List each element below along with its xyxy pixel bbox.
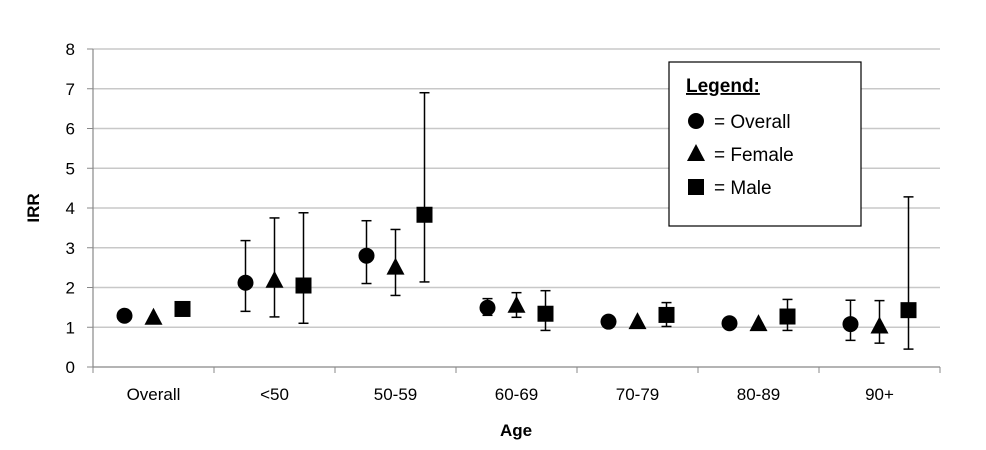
data-point-triangle bbox=[144, 307, 163, 325]
data-point-triangle bbox=[749, 314, 768, 332]
data-point-square bbox=[537, 305, 554, 322]
x-tick-label: 90+ bbox=[865, 385, 894, 404]
x-tick-label: <50 bbox=[260, 385, 289, 404]
data-point-triangle bbox=[628, 312, 647, 330]
data-point-circle bbox=[116, 307, 133, 324]
y-tick-label: 4 bbox=[66, 199, 75, 218]
data-point-circle bbox=[358, 247, 375, 264]
y-axis-title: IRR bbox=[24, 193, 43, 222]
legend-title: Legend: bbox=[686, 76, 760, 97]
data-point-circle bbox=[842, 316, 859, 333]
legend: Legend: = Overall = Female = Male bbox=[668, 61, 862, 227]
legend-label-triangle: = Female bbox=[714, 145, 794, 166]
legend-label-square: = Male bbox=[714, 178, 772, 199]
data-markers bbox=[116, 206, 917, 334]
data-point-triangle bbox=[507, 295, 526, 313]
legend-box bbox=[668, 61, 862, 227]
data-point-triangle bbox=[265, 270, 284, 288]
data-point-circle bbox=[600, 313, 617, 330]
data-point-circle bbox=[479, 299, 496, 316]
x-tick-labels: Overall <50 50-59 60-69 70-79 80-89 90+ bbox=[127, 385, 894, 404]
data-point-triangle bbox=[386, 257, 405, 275]
y-tick-label: 5 bbox=[66, 159, 75, 178]
y-tick-label: 6 bbox=[66, 120, 75, 139]
x-tick-label: 60-69 bbox=[495, 385, 538, 404]
y-tick-label: 7 bbox=[66, 80, 75, 99]
y-tick-label: 2 bbox=[66, 279, 75, 298]
gridlines bbox=[93, 48, 940, 328]
data-point-circle bbox=[721, 315, 738, 332]
legend-marker-triangle bbox=[687, 144, 705, 161]
legend-entries: = Overall = Female = Male bbox=[687, 112, 794, 199]
data-point-square bbox=[779, 308, 796, 325]
data-point-square bbox=[658, 306, 675, 323]
x-tick-label: Overall bbox=[127, 385, 181, 404]
data-point-square bbox=[295, 277, 312, 294]
data-point-square bbox=[416, 206, 433, 223]
data-point-triangle bbox=[870, 316, 889, 334]
y-tick-label: 8 bbox=[66, 40, 75, 59]
data-point-square bbox=[900, 302, 917, 319]
x-tick-label: 50-59 bbox=[374, 385, 417, 404]
legend-marker-square bbox=[688, 179, 704, 195]
y-tick-labels: 0 1 2 3 4 5 6 7 8 bbox=[66, 40, 75, 377]
data-point-square bbox=[174, 300, 191, 317]
y-tick-label: 0 bbox=[66, 358, 75, 377]
x-tick-label: 70-79 bbox=[616, 385, 659, 404]
data-point-circle bbox=[237, 274, 254, 291]
y-tick-label: 3 bbox=[66, 239, 75, 258]
x-axis-title: Age bbox=[500, 421, 532, 440]
x-tick-label: 80-89 bbox=[737, 385, 780, 404]
legend-marker-circle bbox=[688, 113, 704, 129]
axes bbox=[87, 48, 941, 373]
y-tick-label: 1 bbox=[66, 318, 75, 337]
legend-label-circle: = Overall bbox=[714, 112, 791, 133]
